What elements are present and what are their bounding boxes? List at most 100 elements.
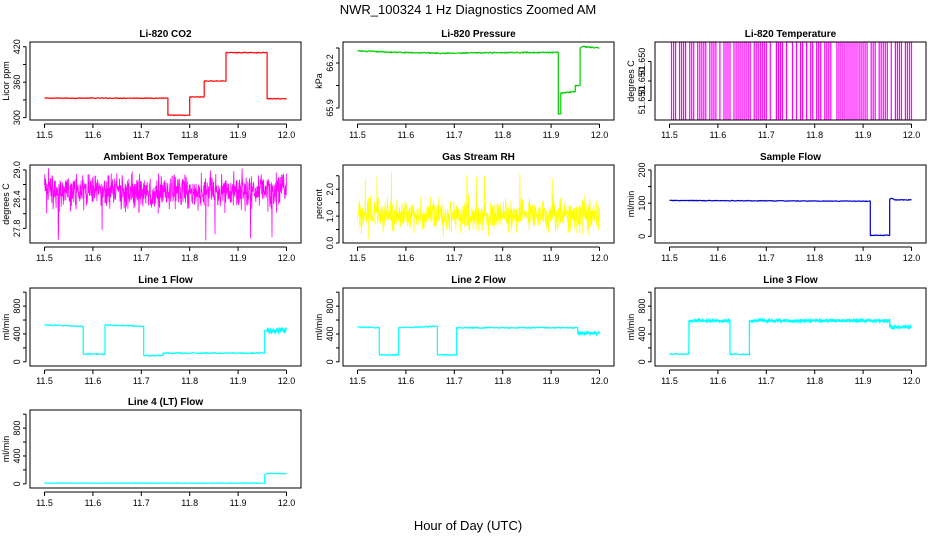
figure-xlabel: Hour of Day (UTC): [414, 518, 522, 533]
y-axis-label: ml/min: [1, 436, 11, 463]
x-tick-label: 11.8: [494, 253, 511, 263]
x-tick-label: 11.5: [349, 130, 366, 140]
y-tick-label: 800: [12, 421, 22, 436]
x-tick-label: 11.6: [709, 376, 726, 386]
x-tick-label: 11.8: [181, 253, 198, 263]
plot-frame: [342, 41, 615, 121]
x-tick-label: 11.6: [84, 376, 101, 386]
series-group: [669, 317, 912, 356]
y-tick-label: 0: [325, 359, 335, 364]
series-group: [44, 323, 287, 357]
x-tick-label: 11.8: [494, 376, 511, 386]
x-tick-label: 12.0: [278, 376, 296, 386]
x-tick-label: 12.0: [591, 253, 609, 263]
plot-frame: [29, 41, 302, 121]
x-tick-label: 11.8: [181, 376, 198, 386]
x-tick-label: 11.7: [446, 376, 463, 386]
panel-line-3-flow: Line 3 Flow ml/min 11.5 11.6 11.7 11.8 11.9 12.…: [626, 275, 927, 386]
series-band: [748, 317, 891, 356]
y-tick-label: 100: [637, 196, 647, 211]
x-tick-label: 11.9: [230, 376, 247, 386]
series-band: [266, 327, 287, 335]
y-axis-label: ml/min: [1, 314, 11, 341]
x-tick-label: 11.6: [84, 253, 101, 263]
series-line: [669, 197, 912, 237]
y-tick-label: 360: [12, 75, 22, 90]
series-group: [357, 325, 600, 356]
plot-frame: [654, 287, 927, 367]
series-band: [889, 319, 912, 331]
x-tick-label: 11.5: [36, 376, 53, 386]
y-tick-label: 51.650: [637, 48, 647, 76]
x-tick-label: 11.7: [446, 130, 463, 140]
panel-grid: Li-820 CO2 Licor ppm 11.5 11.6 11.7 11.8 11.9 1…: [1, 29, 927, 508]
series-line: [44, 323, 287, 357]
x-tick-label: 11.8: [181, 130, 198, 140]
x-tick-label: 11.7: [446, 253, 463, 263]
x-tick-label: 11.6: [709, 253, 726, 263]
y-tick-label: 0: [637, 234, 647, 239]
series-group: [669, 197, 912, 237]
y-tick-label: 1.0: [325, 210, 335, 223]
series-line: [44, 168, 287, 241]
panel-gas-stream-rh: Gas Stream RH percent 11.5 11.6 11.7 11.8 11.9…: [314, 152, 615, 263]
y-tick-label: 800: [12, 299, 22, 314]
x-tick-label: 11.5: [36, 130, 53, 140]
y-tick-label: 0: [12, 359, 22, 364]
y-tick-label: 200: [637, 162, 647, 177]
x-tick-label: 12.0: [278, 130, 296, 140]
series-group: [669, 42, 913, 120]
x-tick-label: 11.7: [133, 376, 150, 386]
x-tick-label: 11.8: [494, 130, 511, 140]
series-line: [669, 42, 913, 120]
panel-title: Li-820 CO2: [139, 29, 192, 40]
plot-frame: [29, 164, 302, 244]
plot-frame: [342, 287, 615, 367]
series-line: [357, 325, 600, 356]
y-tick-label: 800: [325, 299, 335, 314]
y-axis-label: degrees C: [1, 183, 11, 225]
panel-line-2-flow: Line 2 Flow ml/min 11.5 11.6 11.7 11.8 11.9 12.…: [314, 275, 615, 386]
panel-title: Line 3 Flow: [763, 275, 818, 286]
x-tick-label: 11.5: [36, 498, 53, 508]
series-group: [357, 171, 600, 240]
x-tick-label: 12.0: [903, 253, 921, 263]
x-tick-label: 12.0: [591, 376, 609, 386]
series-line: [357, 45, 600, 115]
y-axis-label: ml/min: [626, 191, 636, 218]
y-tick-label: 29.0: [12, 161, 22, 179]
x-tick-label: 11.8: [181, 498, 198, 508]
panel-li-820-pressure: Li-820 Pressure kPa 11.5 11.6 11.7 11.8 11.9 12…: [314, 29, 615, 140]
series-band: [688, 317, 731, 353]
series-line: [357, 171, 600, 240]
panel-line-4-lt-flow: Line 4 (LT) Flow ml/min 11.5 11.6 11.7 11.8 11…: [1, 397, 302, 508]
y-tick-label: 0.0: [325, 237, 335, 250]
y-tick-label: 420: [12, 39, 22, 54]
y-tick-label: 65.9: [325, 99, 335, 117]
series-group: [44, 472, 287, 484]
y-tick-label: 800: [637, 299, 647, 314]
plot-frame: [29, 287, 302, 367]
x-tick-label: 12.0: [903, 376, 921, 386]
x-tick-label: 11.6: [84, 498, 101, 508]
x-tick-label: 11.9: [855, 253, 872, 263]
panel-ambient-box-temperature: Ambient Box Temperature degrees C 11.5 11.6…: [1, 152, 302, 263]
plot-frame: [29, 409, 302, 489]
x-tick-label: 11.9: [855, 376, 872, 386]
x-tick-label: 11.6: [84, 130, 101, 140]
x-tick-label: 11.7: [758, 376, 775, 386]
x-tick-label: 11.6: [709, 130, 726, 140]
y-axis-label: ml/min: [314, 314, 324, 341]
panel-title: Li-820 Temperature: [745, 29, 837, 40]
y-tick-label: 400: [325, 326, 335, 341]
x-tick-label: 11.6: [397, 130, 414, 140]
x-tick-label: 11.9: [230, 253, 247, 263]
x-tick-label: 11.5: [36, 253, 53, 263]
y-tick-label: 66.2: [325, 54, 335, 72]
series-line: [44, 51, 287, 117]
panel-li-820-co2: Li-820 CO2 Licor ppm 11.5 11.6 11.7 11.8 11.9 1…: [1, 29, 302, 140]
panel-title: Line 1 Flow: [138, 275, 193, 286]
y-axis-label: kPa: [314, 73, 324, 89]
x-tick-label: 11.6: [397, 253, 414, 263]
x-tick-label: 12.0: [591, 130, 609, 140]
